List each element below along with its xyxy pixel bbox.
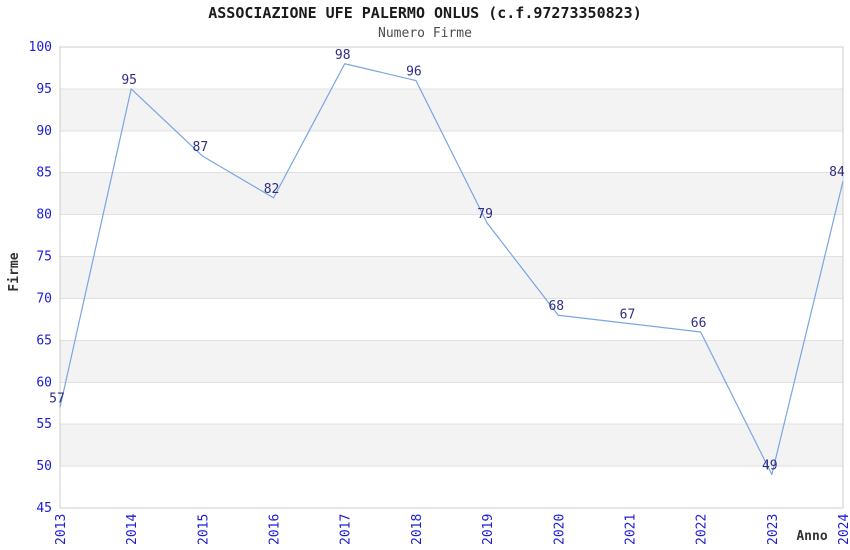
y-tick-label: 75 bbox=[36, 250, 52, 265]
data-point-label: 57 bbox=[49, 391, 65, 406]
data-point-label: 87 bbox=[193, 140, 209, 155]
plot-band bbox=[60, 88, 843, 131]
data-point-label: 67 bbox=[620, 308, 636, 323]
x-tick-label: 2020 bbox=[552, 514, 567, 545]
x-tick-label: 2022 bbox=[695, 514, 710, 545]
y-tick-label: 60 bbox=[36, 375, 52, 390]
y-tick-label: 55 bbox=[36, 417, 52, 432]
plot-band bbox=[60, 298, 843, 341]
y-tick-label: 45 bbox=[36, 501, 52, 516]
y-axis-label: Firme bbox=[7, 252, 22, 291]
data-point-label: 96 bbox=[406, 65, 422, 80]
chart-title: ASSOCIAZIONE UFE PALERMO ONLUS (c.f.9727… bbox=[208, 4, 641, 22]
plot-border bbox=[59, 46, 844, 509]
y-tick-label: 85 bbox=[36, 166, 52, 181]
series-line bbox=[59, 63, 844, 476]
x-axis-label: Anno bbox=[796, 529, 827, 544]
x-tick-label: 2015 bbox=[196, 514, 211, 545]
y-tick-label: 95 bbox=[36, 82, 52, 97]
data-point-label: 98 bbox=[335, 48, 351, 63]
data-point-label: 79 bbox=[477, 207, 493, 222]
x-tick-label: 2023 bbox=[766, 514, 781, 545]
y-tick-label: 70 bbox=[36, 291, 52, 306]
data-point-label: 82 bbox=[264, 182, 280, 197]
data-point-label: 66 bbox=[691, 316, 707, 331]
plot-band bbox=[60, 424, 843, 467]
y-tick-label: 90 bbox=[36, 124, 52, 139]
x-tick-label: 2014 bbox=[125, 514, 140, 545]
x-tick-label: 2021 bbox=[623, 514, 638, 545]
plot-band bbox=[60, 256, 843, 299]
data-point-label: 49 bbox=[762, 458, 778, 473]
y-tick-label: 50 bbox=[36, 459, 52, 474]
y-tick-label: 65 bbox=[36, 333, 52, 348]
y-tick-label: 100 bbox=[29, 40, 52, 55]
plot-band bbox=[60, 340, 843, 383]
x-tick-label: 2024 bbox=[837, 514, 850, 545]
x-tick-label: 2016 bbox=[268, 514, 283, 545]
plot-band bbox=[60, 214, 843, 257]
plot-band bbox=[60, 172, 843, 215]
x-tick-label: 2013 bbox=[54, 514, 69, 545]
x-tick-label: 2018 bbox=[410, 514, 425, 545]
data-point-label: 68 bbox=[548, 299, 564, 314]
chart-subtitle: Numero Firme bbox=[378, 26, 472, 41]
x-tick-label: 2019 bbox=[481, 514, 496, 545]
x-tick-label: 2017 bbox=[339, 514, 354, 545]
plot-area: 45 50 55 60 65 70 75 80 85 90 95 100 2013 2014 2015 201… bbox=[29, 40, 850, 545]
data-point-label: 84 bbox=[829, 165, 845, 180]
y-tick-label: 80 bbox=[36, 208, 52, 223]
data-point-label: 95 bbox=[121, 73, 137, 88]
plot-band bbox=[60, 466, 843, 508]
plot-band bbox=[60, 47, 843, 89]
plot-band bbox=[60, 382, 843, 425]
